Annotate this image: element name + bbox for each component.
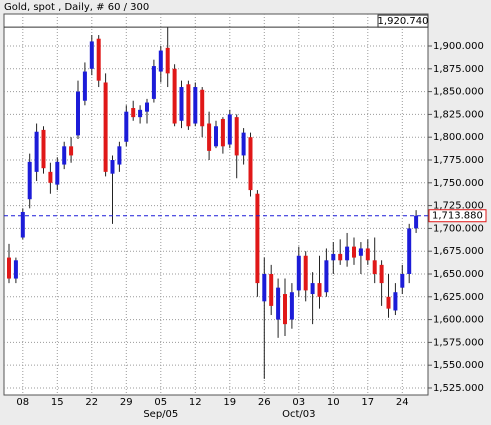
candle-body [255, 193, 260, 284]
y-tick-label: 1,525.000 [433, 383, 484, 394]
candle-body [13, 260, 18, 279]
y-tick-label: 1,650.000 [433, 269, 484, 280]
candle-body [103, 82, 108, 172]
candle-body [20, 211, 25, 238]
y-tick-label: 1,550.000 [433, 360, 484, 371]
x-tick-label: 29 [120, 397, 133, 408]
x-month-label: Sep/05 [143, 409, 178, 420]
candle-body [214, 126, 218, 147]
candle-body [248, 137, 253, 191]
candle-body [172, 68, 177, 124]
candle-body [55, 161, 60, 185]
candle-body [27, 161, 32, 200]
candle-body [331, 253, 336, 261]
candle-body [186, 84, 191, 127]
x-tick-label: 26 [258, 397, 271, 408]
candle-body [145, 102, 149, 112]
x-tick-label: 03 [292, 397, 305, 408]
candle-body [303, 255, 308, 291]
candle-body [352, 246, 356, 258]
candle-body [220, 118, 225, 147]
x-tick-label: 05 [154, 397, 167, 408]
candle-body [158, 50, 163, 72]
y-tick-label: 1,900.000 [433, 41, 484, 52]
y-tick-label: 1,875.000 [433, 64, 484, 75]
x-tick-label: 15 [51, 397, 64, 408]
candle-body [124, 111, 129, 142]
candle-body [234, 117, 239, 156]
candle-body [317, 283, 322, 297]
candle-body [110, 159, 115, 174]
candle-body [289, 292, 294, 320]
max-price-box [377, 14, 429, 28]
y-tick-label: 1,575.000 [433, 337, 484, 348]
candle-body [358, 248, 363, 256]
y-tick-label: 1,825.000 [433, 109, 484, 120]
y-tick-label: 1,600.000 [433, 315, 484, 326]
candle-body [393, 292, 398, 311]
y-tick-label: 1,675.000 [433, 246, 484, 257]
candle-body [48, 171, 53, 183]
candle-body [324, 260, 329, 293]
candle-body [200, 89, 205, 127]
y-tick-label: 1,775.000 [433, 155, 484, 166]
candle-body [207, 123, 212, 151]
candle-body [386, 296, 391, 309]
x-tick-label: 19 [223, 397, 236, 408]
last-price-label: 1,713.880 [432, 211, 483, 222]
candle-body [379, 264, 384, 284]
x-tick-label: 08 [16, 397, 29, 408]
candle-body [400, 273, 405, 288]
candle-body [372, 260, 377, 274]
y-tick-label: 1,750.000 [433, 178, 484, 189]
last-price-box [428, 209, 487, 223]
candle-body [345, 246, 350, 261]
candle-body [283, 294, 287, 325]
candle-body [41, 129, 46, 169]
candle-body [34, 131, 39, 172]
candle-body [131, 108, 136, 118]
candle-body [193, 87, 198, 124]
candle-body [338, 253, 343, 261]
candle-body [89, 41, 94, 69]
plot-area [3, 13, 429, 396]
candle-body [365, 248, 370, 261]
x-month-label: Oct/03 [282, 409, 315, 420]
candle-body [62, 146, 67, 165]
max-price-label: 1,920.740 [378, 16, 429, 27]
candle-body [310, 283, 315, 295]
x-tick-label: 24 [396, 397, 409, 408]
candle-body [296, 255, 301, 291]
candle-body [76, 91, 80, 136]
candle-body [82, 71, 87, 101]
candle-body [7, 257, 11, 279]
candle-body [262, 273, 267, 302]
x-tick-label: 17 [361, 397, 374, 408]
x-tick-label: 10 [327, 397, 340, 408]
chart-title: Gold, spot , Daily, # 60 / 300 [4, 2, 149, 13]
y-tick-label: 1,625.000 [433, 292, 484, 303]
candle-body [69, 146, 74, 156]
candle-body [276, 287, 281, 320]
y-tick-label: 1,725.000 [433, 201, 484, 212]
x-tick-label: 22 [85, 397, 98, 408]
x-tick-label: 12 [189, 397, 202, 408]
candle-body [407, 228, 412, 274]
y-tick-label: 1,700.000 [433, 223, 484, 234]
candle-body [414, 215, 419, 229]
candle-body [138, 109, 143, 118]
candle-body [241, 132, 246, 156]
candle-body [179, 87, 184, 121]
candle-body [96, 38, 101, 81]
y-tick-label: 1,800.000 [433, 132, 484, 143]
candle-body [269, 273, 274, 306]
candle-body [151, 66, 156, 99]
candle-body [117, 146, 122, 165]
y-tick-label: 1,850.000 [433, 87, 484, 98]
candle-body [227, 114, 232, 145]
candle-body [165, 47, 170, 74]
